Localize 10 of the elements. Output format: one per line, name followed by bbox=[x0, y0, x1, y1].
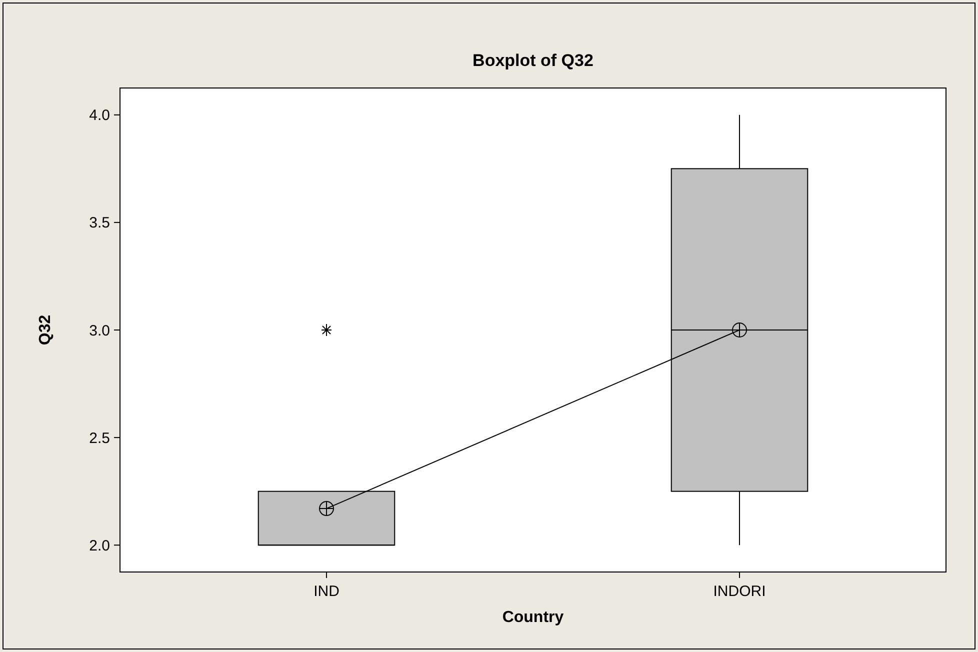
y-axis-title: Q32 bbox=[37, 314, 54, 346]
chart-title: Boxplot of Q32 bbox=[472, 51, 594, 70]
y-tick-label: 2.0 bbox=[89, 537, 110, 554]
x-axis-title: Country bbox=[502, 609, 564, 626]
y-tick-label: 2.5 bbox=[89, 430, 110, 447]
x-tick-label: IND bbox=[314, 583, 340, 600]
y-tick-label: 3.0 bbox=[89, 322, 110, 340]
y-tick-label: 4.0 bbox=[89, 107, 110, 124]
x-tick-label: INDORI bbox=[713, 583, 766, 600]
y-tick-label: 3.5 bbox=[89, 214, 110, 232]
